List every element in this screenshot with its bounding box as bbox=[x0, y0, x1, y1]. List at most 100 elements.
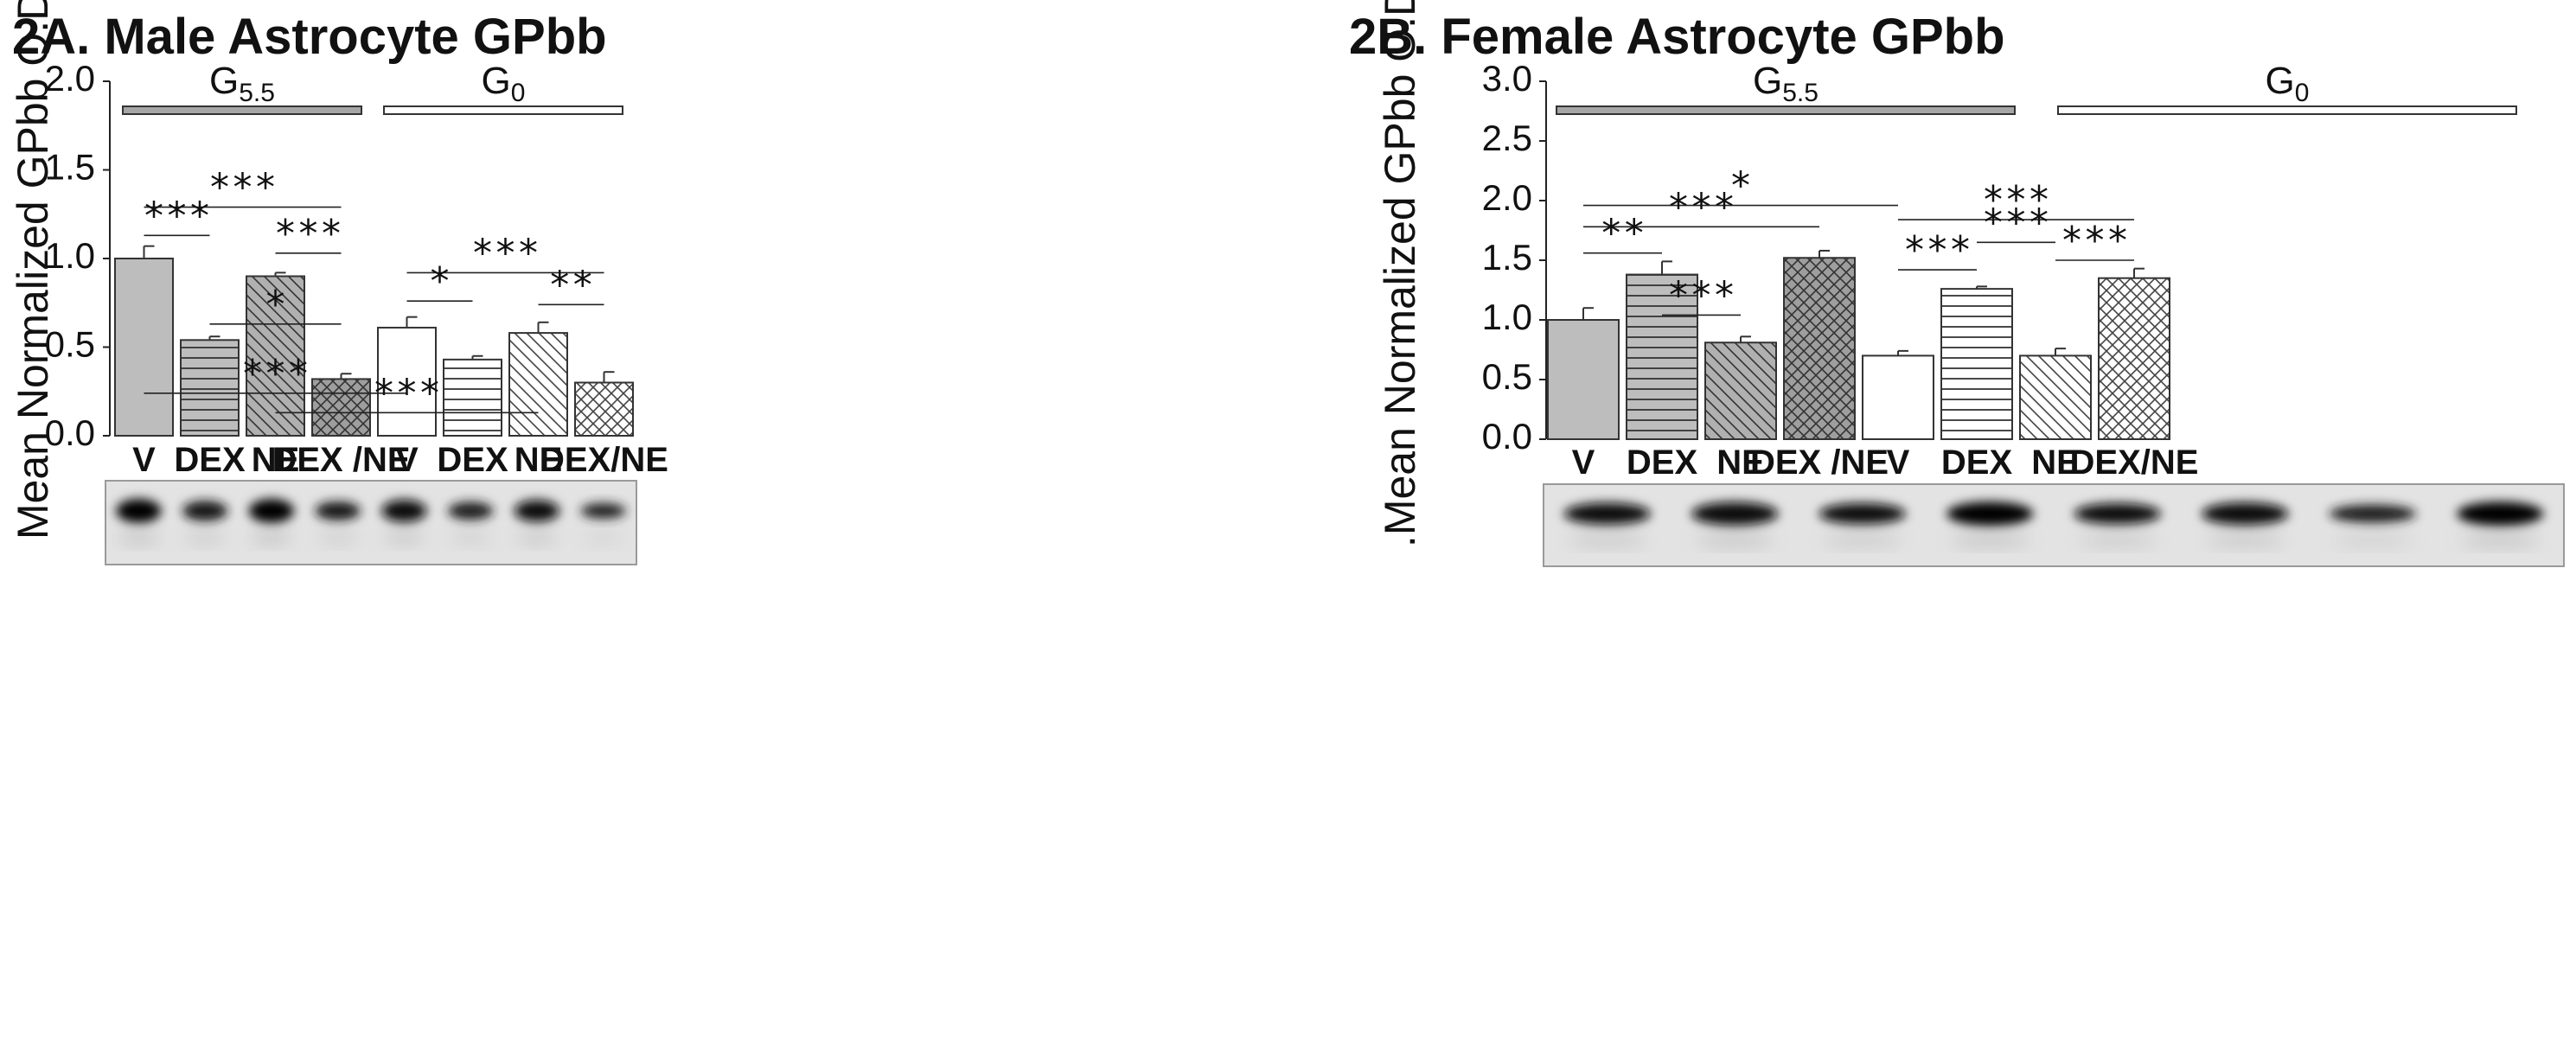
x-category-label: NE bbox=[515, 441, 563, 479]
bar bbox=[2019, 354, 2092, 440]
blot-band bbox=[448, 501, 494, 520]
significance-label: *** bbox=[2061, 219, 2129, 263]
blot-band-faint bbox=[2333, 533, 2413, 546]
blot-band bbox=[2329, 504, 2416, 523]
blot-band-faint bbox=[2205, 533, 2285, 546]
blot-background bbox=[1543, 483, 2565, 567]
bar bbox=[1783, 257, 1856, 440]
blot-band-faint bbox=[2078, 533, 2157, 546]
significance-label: *** bbox=[471, 231, 540, 275]
bar bbox=[443, 358, 502, 437]
significance-label: *** bbox=[241, 352, 310, 396]
panel-2B: 2B. Female Astrocyte GPbb.Mean Normalize… bbox=[1349, 0, 2565, 567]
y-tick-label: 2.0 bbox=[1482, 177, 1532, 218]
x-category-label: DEX bbox=[1627, 444, 1698, 482]
significance-label: *** bbox=[274, 212, 342, 256]
y-tick-label: 1.5 bbox=[45, 147, 95, 188]
y-tick-label: 1.0 bbox=[45, 235, 95, 276]
blot-band-faint bbox=[1695, 533, 1774, 546]
blot-band bbox=[514, 500, 559, 522]
significance-label: ** bbox=[548, 263, 594, 307]
significance-label: *** bbox=[1667, 185, 1735, 229]
x-category-label: NE bbox=[252, 441, 300, 479]
group-bar-g0 bbox=[383, 105, 623, 115]
group-label: G0 bbox=[482, 60, 526, 107]
significance-label: * bbox=[428, 259, 451, 303]
significance-label: * bbox=[1729, 164, 1753, 208]
group-label-subscript: 5.5 bbox=[1782, 79, 1819, 107]
group-label-main: G bbox=[209, 60, 239, 102]
x-category-label: V bbox=[1572, 444, 1595, 482]
y-tick-label: 1.5 bbox=[1482, 237, 1532, 278]
bar bbox=[574, 381, 634, 437]
bar bbox=[1704, 342, 1777, 440]
blot-band bbox=[1563, 502, 1651, 525]
bar bbox=[2098, 277, 2170, 441]
blot-band bbox=[315, 501, 361, 520]
blot-band-faint bbox=[383, 531, 425, 544]
blot-band-faint bbox=[582, 531, 624, 544]
significance-label: *** bbox=[208, 166, 277, 210]
y-tick-label: 1.0 bbox=[1482, 297, 1532, 337]
panel-title: 2B. Female Astrocyte GPbb bbox=[1349, 9, 2005, 65]
blot-band-faint bbox=[251, 531, 292, 544]
blot-band bbox=[116, 498, 162, 523]
significance-label: ** bbox=[1600, 212, 1646, 256]
blot-band bbox=[1946, 501, 2034, 527]
blot-band-faint bbox=[118, 531, 160, 544]
blot-band bbox=[2202, 502, 2289, 526]
group-label-subscript: 0 bbox=[2295, 79, 2310, 107]
significance-label: *** bbox=[143, 194, 211, 238]
blot-band-faint bbox=[1950, 533, 2029, 546]
x-category-label: DEX /NE bbox=[1750, 444, 1889, 482]
blot-band bbox=[381, 499, 427, 523]
group-label-subscript: 0 bbox=[511, 79, 526, 107]
group-label: G5.5 bbox=[1753, 60, 1819, 107]
blot-band bbox=[1691, 501, 1779, 526]
blot-band-faint bbox=[1823, 533, 1902, 546]
blot-band-faint bbox=[516, 531, 558, 544]
blot-band-faint bbox=[316, 531, 359, 544]
blot-band-faint bbox=[1568, 533, 1647, 546]
y-tick-label: 0.0 bbox=[45, 412, 95, 453]
x-category-label: V bbox=[132, 441, 156, 479]
y-tick-label: 2.5 bbox=[1482, 118, 1532, 158]
y-tick-label: 2.0 bbox=[45, 58, 95, 99]
x-category-label: DEX/NE bbox=[540, 441, 668, 479]
blot-band bbox=[182, 501, 228, 521]
x-category-label: NE bbox=[1716, 444, 1765, 482]
y-tick-label: 0.5 bbox=[45, 324, 95, 365]
blot-band bbox=[2457, 501, 2544, 527]
bar bbox=[311, 378, 371, 437]
western-blot bbox=[105, 480, 637, 565]
x-category-label: NE bbox=[2031, 444, 2080, 482]
group-label: G0 bbox=[2266, 60, 2310, 107]
blot-band bbox=[580, 502, 626, 519]
bar bbox=[377, 326, 437, 437]
significance-label: *** bbox=[1982, 201, 2050, 245]
x-category-label: DEX /NE bbox=[272, 441, 410, 479]
y-tick-label: 0.5 bbox=[1482, 356, 1532, 397]
panel-title: 2A. Male Astrocyte GPbb bbox=[12, 9, 607, 65]
bar bbox=[246, 275, 305, 437]
blot-band bbox=[248, 498, 294, 523]
x-category-label: V bbox=[1887, 444, 1910, 482]
western-blot bbox=[1543, 483, 2565, 567]
x-category-label: V bbox=[395, 441, 419, 479]
significance-label: *** bbox=[1903, 228, 1972, 272]
bar bbox=[1862, 354, 1934, 440]
bar bbox=[114, 258, 174, 437]
x-category-label: DEX bbox=[437, 441, 508, 479]
y-tick-label: 3.0 bbox=[1482, 58, 1532, 99]
bar bbox=[508, 332, 568, 437]
significance-label: *** bbox=[1667, 273, 1735, 317]
bar bbox=[1626, 273, 1698, 440]
significance-label: *** bbox=[1982, 178, 2050, 222]
bar bbox=[1940, 288, 2013, 440]
blot-band bbox=[2074, 503, 2161, 525]
group-label-main: G bbox=[1753, 60, 1782, 102]
group-bar-g5-5 bbox=[1556, 105, 2016, 115]
y-axis-label: Mean Normalized GPbb O.D. bbox=[9, 0, 57, 539]
